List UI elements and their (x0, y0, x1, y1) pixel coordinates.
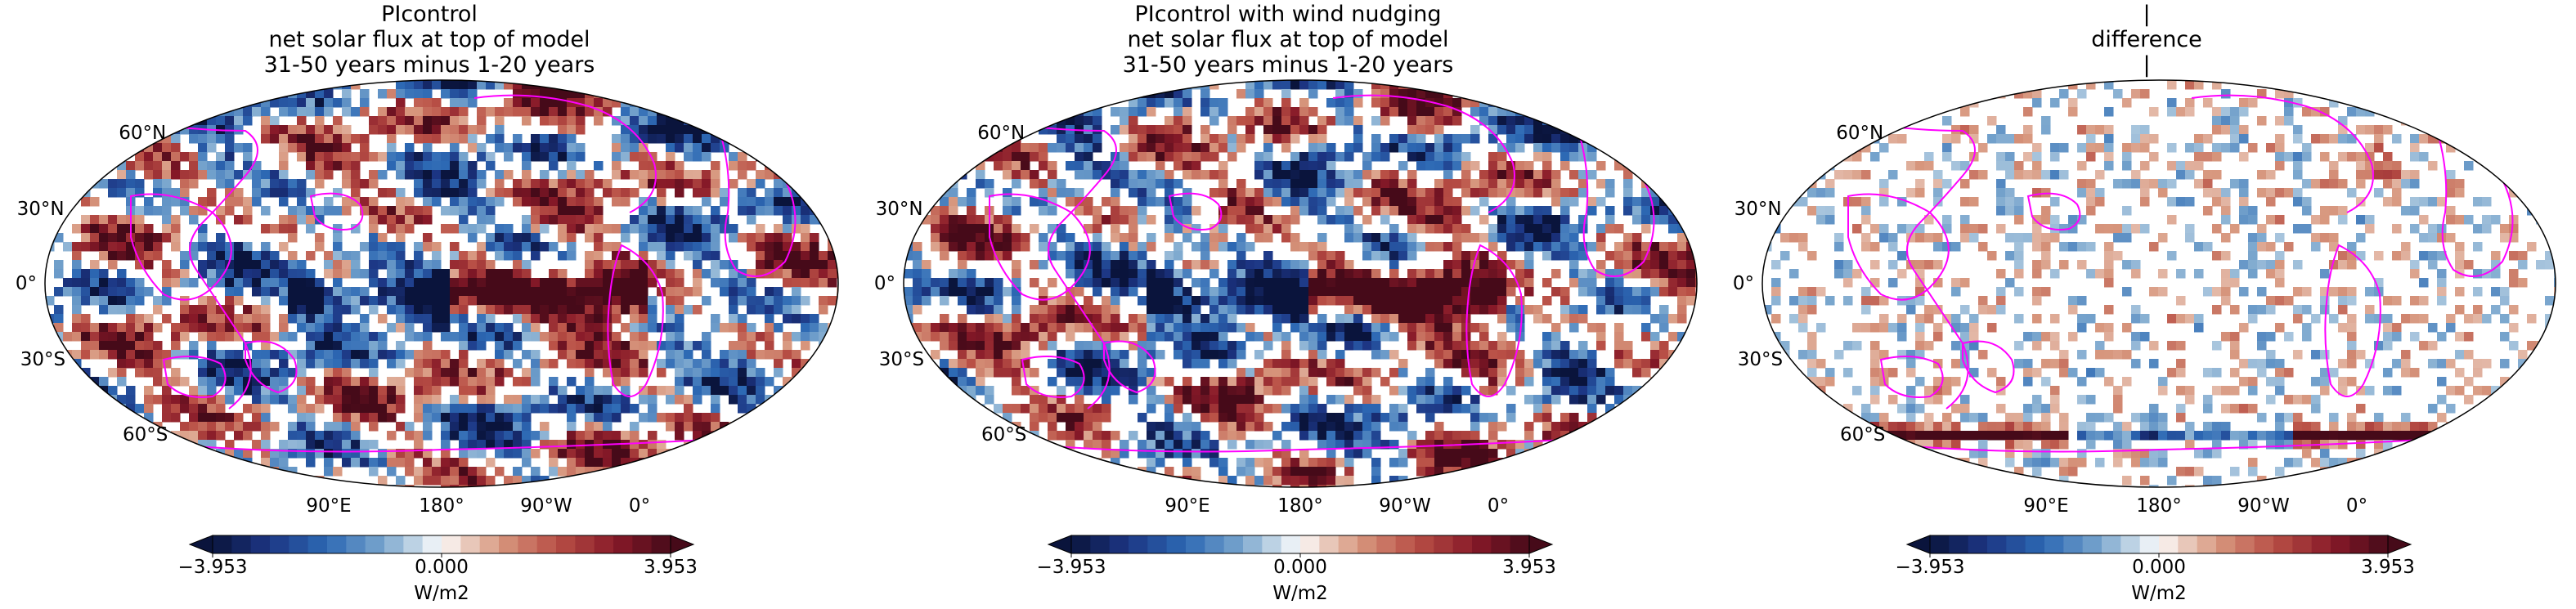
latitude-label: 60°S (981, 424, 1027, 446)
longitude-label: 90°W (520, 495, 572, 517)
longitude-label: 90°E (1165, 495, 1210, 517)
colorbar-tick-label: 0.000 (2132, 557, 2186, 578)
colorbar-unit-label: W/m2 (1272, 583, 1328, 604)
map-canvas (1761, 79, 2556, 558)
latitude-label: 60°N (119, 123, 167, 144)
globe-outline (44, 79, 839, 488)
longitude-label: 180° (2136, 495, 2182, 517)
colorbar-unit-label: W/m2 (2131, 583, 2187, 604)
colorbar (1047, 535, 1554, 558)
latitude-label: 0° (15, 273, 37, 294)
longitude-label: 90°E (2023, 495, 2069, 517)
colorbar-tick-label: −3.953 (177, 557, 248, 578)
latitude-label: 30°S (878, 349, 925, 370)
map-canvas (44, 79, 839, 558)
latitude-label: 60°S (1840, 424, 1886, 446)
longitude-label: 0° (1487, 495, 1510, 517)
panel-title: PIcontrol net solar flux at top of model… (263, 2, 595, 78)
latitude-label: 30°S (20, 349, 66, 370)
longitude-label: 90°W (2237, 495, 2290, 517)
colorbar-tick-label: 3.953 (1502, 557, 1556, 578)
colorbar-tick-label: 3.953 (644, 557, 698, 578)
latitude-label: 30°N (1734, 199, 1782, 220)
colorbar-tick-label: −3.953 (1895, 557, 1965, 578)
colorbar (1905, 535, 2412, 558)
longitude-label: 0° (2345, 495, 2368, 517)
longitude-label: 90°E (306, 495, 352, 517)
colorbar-unit-label: W/m2 (414, 583, 469, 604)
latitude-label: 30°S (1737, 349, 1784, 370)
latitude-label: 0° (1732, 273, 1754, 294)
colorbar-tick-label: 3.953 (2361, 557, 2415, 578)
latitude-label: 30°N (875, 199, 923, 220)
colorbar (188, 535, 695, 558)
map-panel-2: PIcontrol with wind nudging net solar fl… (859, 0, 1717, 609)
globe-outline (1761, 79, 2556, 488)
panel-title: | difference | (2091, 2, 2202, 78)
latitude-label: 60°S (123, 424, 168, 446)
map-panel-3: | difference | 60°N 30°N 0° 30°S 60°S 90°E 180°… (1717, 0, 2576, 609)
colorbar-tick-label: 0.000 (415, 557, 469, 578)
panel-title: PIcontrol with wind nudging net solar fl… (1122, 2, 1454, 78)
longitude-label: 90°W (1379, 495, 1431, 517)
latitude-label: 60°N (1836, 123, 1884, 144)
map-panel-1: PIcontrol net solar flux at top of model… (0, 0, 859, 609)
latitude-label: 60°N (977, 123, 1025, 144)
longitude-label: 0° (628, 495, 651, 517)
map-canvas (903, 79, 1698, 558)
colorbar-tick-label: −3.953 (1036, 557, 1106, 578)
latitude-label: 30°N (16, 199, 65, 220)
globe-outline (903, 79, 1698, 488)
longitude-label: 180° (419, 495, 464, 517)
latitude-label: 0° (873, 273, 895, 294)
longitude-label: 180° (1277, 495, 1323, 517)
colorbar-tick-label: 0.000 (1273, 557, 1327, 578)
